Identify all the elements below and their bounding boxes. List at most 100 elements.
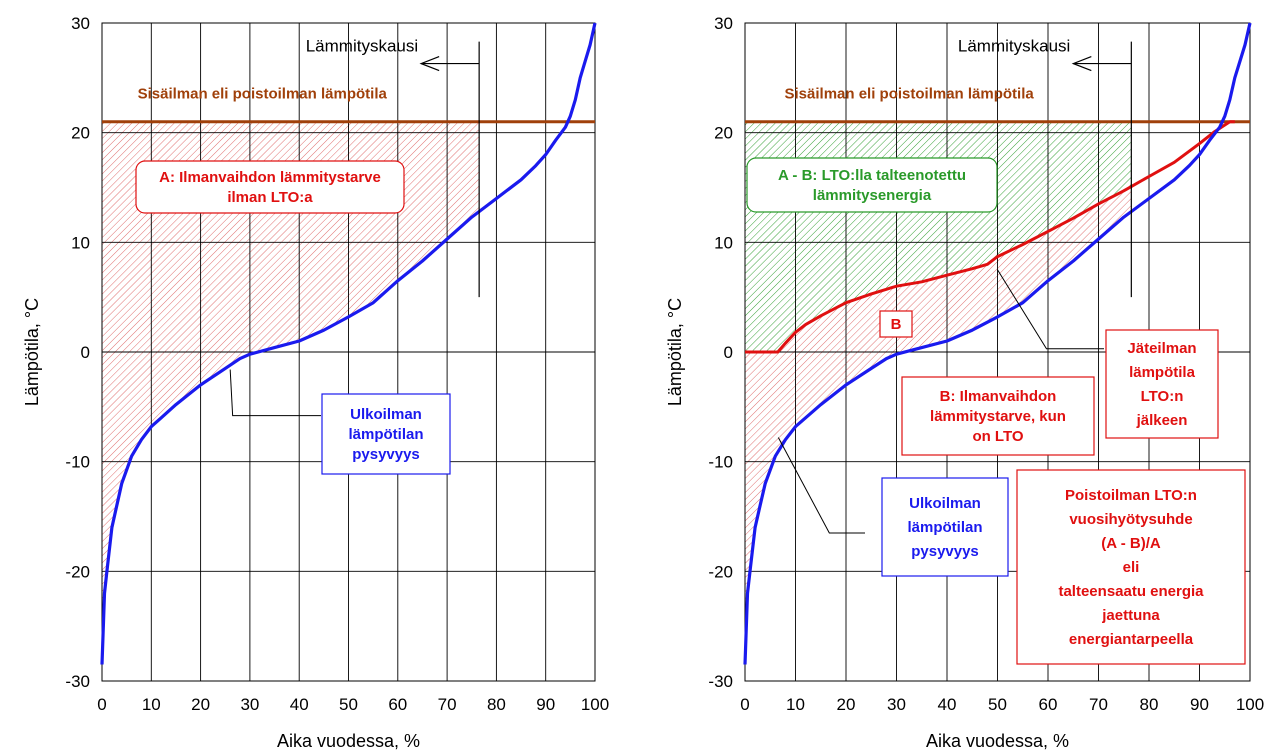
annotation-efficiency-line: (A - B)/A	[1101, 535, 1161, 552]
y-tick-label: 30	[71, 14, 90, 33]
y-tick-label: -20	[65, 562, 90, 581]
y-axis-label: Lämpötila, °C	[22, 298, 42, 406]
annotation-area-b-line: lämmitystarve, kun	[930, 408, 1066, 425]
x-tick-label: 90	[536, 695, 555, 714]
gridlines	[101, 22, 596, 682]
x-tick-label: 10	[786, 695, 805, 714]
x-tick-label: 30	[240, 695, 259, 714]
annotation-efficiency-line: eli	[1123, 559, 1140, 576]
indoor-temperature-label: Sisäilman eli poistoilman lämpötila	[785, 86, 1035, 103]
x-tick-label: 100	[1236, 695, 1264, 714]
season-arrow-head	[419, 56, 440, 72]
x-tick-label: 80	[487, 695, 506, 714]
annotation-outdoor-duration-line: lämpötilan	[907, 519, 982, 536]
annotation-b-box	[879, 310, 913, 338]
x-tick-label: 20	[837, 695, 856, 714]
annotation-b-line: B	[891, 316, 902, 333]
x-tick-label: 40	[938, 695, 957, 714]
heating-season-label: Lämmityskausi	[306, 37, 418, 56]
annotation-efficiency-line: jaettuna	[1101, 607, 1160, 624]
season-arrow-head	[1071, 56, 1092, 72]
x-tick-label: 0	[97, 695, 106, 714]
x-tick-label: 90	[1190, 695, 1209, 714]
x-tick-label: 50	[339, 695, 358, 714]
annotation-exhaust-after-line: LTO:n	[1141, 388, 1184, 405]
annotation-outdoor-duration-line: pysyvyys	[352, 446, 420, 463]
annotation-recovered-box	[746, 157, 998, 213]
annotation-area-b-line: on LTO	[972, 428, 1023, 445]
heating-season-marker: Lämmityskausi	[306, 37, 480, 298]
x-tick-label: 50	[988, 695, 1007, 714]
annotation-b: B	[879, 310, 913, 338]
y-tick-label: 20	[71, 124, 90, 143]
annotation-outdoor-duration: Ulkoilman lämpötilan pysyvyys	[881, 477, 1009, 577]
annotation-outdoor-duration-line: pysyvyys	[911, 543, 979, 560]
annotation-efficiency-line: vuosihyötysuhde	[1069, 511, 1192, 528]
plot-frame	[101, 22, 596, 682]
annotation-area-a-box	[135, 160, 405, 214]
x-tick-label: 80	[1140, 695, 1159, 714]
x-tick-label: 30	[887, 695, 906, 714]
annotation-outdoor-duration-box	[881, 477, 1009, 577]
y-tick-label: -10	[708, 453, 733, 472]
x-axis-label: Aika vuodessa, %	[277, 731, 420, 751]
y-tick-label: 0	[724, 343, 733, 362]
annotation-exhaust-after: Jäteilman lämpötila LTO:n jälkeen	[1105, 329, 1219, 439]
annotation-area-a-line: ilman LTO:a	[227, 189, 313, 206]
annotation-area-b: B: Ilmanvaihdon lämmitystarve, kun on LTO	[901, 376, 1095, 456]
series-lines	[100, 22, 597, 665]
annotation-efficiency-box	[1016, 469, 1246, 665]
annotation-area-a-line: A: Ilmanvaihdon lämmitystarve	[159, 169, 381, 186]
series-outdoor-duration	[743, 22, 1252, 665]
annotation-recovered-line: A - B: LTO:lla talteenotettu	[778, 167, 966, 184]
series-lines	[743, 22, 1252, 665]
annotation-outdoor-duration-line: lämpötilan	[348, 426, 423, 443]
outdoor-leader	[229, 369, 321, 417]
annotation-efficiency-line: energiantarpeella	[1069, 631, 1194, 648]
heating-season-marker: Lämmityskausi	[958, 37, 1132, 298]
y-tick-label: 30	[714, 14, 733, 33]
x-axis-label: Aika vuodessa, %	[926, 731, 1069, 751]
annotation-outdoor-duration-box	[321, 393, 451, 475]
annotation-efficiency-line: talteensaatu energia	[1058, 583, 1204, 600]
annotation-exhaust-after-line: lämpötila	[1129, 364, 1196, 381]
annotation-area-a: A: Ilmanvaihdon lämmitystarve ilman LTO:a	[135, 160, 405, 214]
exhaust-leader	[997, 269, 1104, 350]
x-tick-label: 20	[191, 695, 210, 714]
y-tick-label: 0	[81, 343, 90, 362]
y-tick-label: 20	[714, 124, 733, 143]
heating-season-label: Lämmityskausi	[958, 37, 1070, 56]
annotation-efficiency: Poistoilman LTO:n vuosihyötysuhde (A - B)/…	[1016, 469, 1246, 665]
area-a-heating-need	[102, 121, 480, 665]
annotation-outdoor-duration-line: Ulkoilman	[350, 406, 422, 423]
x-tick-label: 100	[581, 695, 609, 714]
y-tick-labels: -30 -20 -10 0 10 20 30	[65, 14, 90, 691]
annotation-outdoor-duration: Ulkoilman lämpötilan pysyvyys	[321, 393, 451, 475]
x-tick-label: 0	[740, 695, 749, 714]
annotation-exhaust-after-box	[1105, 329, 1219, 439]
annotation-area-b-line: B: Ilmanvaihdon	[940, 388, 1057, 405]
y-tick-label: 10	[71, 233, 90, 252]
annotation-exhaust-after-line: Jäteilman	[1127, 340, 1196, 357]
chart-left: 0 10 20 30 40 50 60 70 80 90 100 -30-20-100102030 …	[22, 14, 609, 751]
annotation-recovered-line: lämmitysenergia	[813, 187, 932, 204]
y-tick-label: -20	[708, 562, 733, 581]
x-tick-label: 70	[438, 695, 457, 714]
x-tick-label: 70	[1089, 695, 1108, 714]
y-axis-label: Lämpötila, °C	[665, 298, 685, 406]
annotation-exhaust-after-line: jälkeen	[1136, 412, 1188, 429]
annotation-area-b-box	[901, 376, 1095, 456]
x-tick-label: 40	[290, 695, 309, 714]
series-exhaust-after-hr	[745, 120, 1235, 354]
y-tick-label: 10	[714, 233, 733, 252]
y-tick-label: -10	[65, 453, 90, 472]
x-tick-labels: 0 10 20 30 40 50 60 70 80 90 100	[97, 695, 609, 714]
x-tick-labels: 0 10 20 30 40 50 60 70 80 90 100	[740, 695, 1264, 714]
indoor-temperature-label: Sisäilman eli poistoilman lämpötila	[138, 86, 388, 103]
y-tick-label: -30	[708, 672, 733, 691]
outdoor-leader	[777, 437, 865, 534]
x-tick-label: 10	[142, 695, 161, 714]
annotation-recovered: A - B: LTO:lla talteenotettu lämmitysener…	[746, 157, 998, 213]
annotation-outdoor-duration-line: Ulkoilman	[909, 495, 981, 512]
